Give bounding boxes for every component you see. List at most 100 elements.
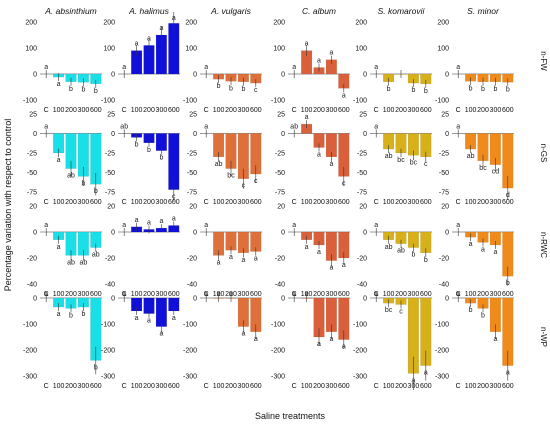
significance-letter-1-2-1: ab	[215, 161, 223, 168]
x-tick-1-3-1: 100	[301, 199, 313, 206]
y-tick-3-0-3: 0	[33, 296, 37, 303]
y-tick-0-3-3: 200	[273, 20, 285, 27]
y-tick-1-3-4: 25	[277, 112, 285, 119]
y-tick-1-0-3: 0	[33, 131, 37, 138]
y-tick-0-4-1: 0	[363, 72, 367, 79]
x-tick-2-1-3: 300	[156, 291, 168, 298]
x-tick-0-4-3: 300	[408, 107, 420, 114]
y-tick-0-1-3: 200	[103, 20, 115, 27]
y-tick-3-2-1: -200	[183, 348, 197, 355]
y-axis-label: Percentage variation with respect to con…	[3, 119, 13, 292]
significance-letter-2-5-4: b	[506, 280, 510, 287]
significance-letter-1-0-2: ab	[67, 173, 75, 180]
significance-letter-2-0-1: a	[57, 244, 61, 251]
y-tick-2-5-1: -20	[439, 256, 449, 263]
significance-letter-3-2-3: a	[241, 331, 245, 338]
y-tick-0-1-0: -100	[101, 98, 115, 105]
x-tick-1-5-0: C	[456, 199, 461, 206]
y-tick-2-3-2: 0	[281, 230, 285, 237]
x-tick-1-2-2: 200	[225, 199, 237, 206]
y-tick-0-4-0: -100	[353, 98, 367, 105]
y-tick-3-1-1: -200	[101, 348, 115, 355]
y-tick-1-3-1: -50	[275, 170, 285, 177]
y-tick-1-0-1: -50	[27, 170, 37, 177]
x-tick-0-1-1: 100	[131, 107, 143, 114]
significance-letter-2-4-3: b	[411, 252, 415, 259]
x-tick-1-1-2: 200	[143, 199, 155, 206]
x-tick-2-4-1: 100	[383, 291, 395, 298]
significance-letter-3-0-4: b	[94, 364, 98, 371]
significance-letter-2-3-0: a	[292, 222, 296, 229]
significance-letter-3-2-0: a	[204, 291, 208, 298]
x-tick-3-2-1: 100	[213, 383, 225, 390]
y-tick-0-2-3: 200	[185, 20, 197, 27]
significance-letter-2-1-3: a	[159, 218, 163, 225]
significance-letter-3-1-4: a	[172, 315, 176, 322]
significance-letter-1-1-1: b	[135, 141, 139, 148]
significance-letter-1-0-4: b	[94, 188, 98, 195]
x-tick-2-2-4: 600	[250, 291, 262, 298]
x-tick-3-4-3: 300	[408, 383, 420, 390]
row-label-1: n-GS	[539, 144, 548, 163]
significance-letter-2-2-2: a	[229, 254, 233, 261]
significance-letter-3-4-4: a	[424, 370, 428, 377]
significance-letter-2-4-4: b	[424, 257, 428, 264]
x-tick-1-0-4: 600	[90, 199, 102, 206]
significance-letter-3-1-3: a	[159, 331, 163, 338]
x-tick-2-1-4: 600	[168, 291, 180, 298]
x-tick-3-0-2: 200	[65, 383, 77, 390]
x-tick-1-0-1: 100	[53, 199, 65, 206]
y-tick-3-5-0: -300	[435, 374, 449, 381]
y-tick-2-0-0: -40	[27, 282, 37, 289]
significance-letter-3-2-1: a	[217, 291, 221, 298]
significance-letter-0-5-0: a	[456, 64, 460, 71]
x-tick-1-2-0: C	[204, 199, 209, 206]
x-tick-2-0-2: 200	[65, 291, 77, 298]
significance-letter-3-1-1: a	[135, 315, 139, 322]
x-tick-2-4-2: 200	[395, 291, 407, 298]
significance-letter-0-1-1: a	[135, 41, 139, 48]
significance-letter-0-0-2: b	[69, 86, 73, 93]
y-tick-2-0-1: -20	[27, 256, 37, 263]
y-tick-1-4-4: 25	[359, 112, 367, 119]
y-tick-0-0-0: -100	[23, 98, 37, 105]
y-tick-2-4-3: 20	[359, 204, 367, 211]
y-tick-3-4-2: -100	[353, 322, 367, 329]
significance-letter-0-2-4: c	[254, 87, 258, 94]
y-tick-0-0-2: 100	[25, 46, 37, 53]
significance-letter-1-4-4: c	[424, 161, 428, 168]
significance-letter-0-5-2: b	[481, 86, 485, 93]
significance-letter-0-2-1: b	[217, 83, 221, 90]
x-tick-0-4-1: 100	[383, 107, 395, 114]
y-tick-2-4-0: -40	[357, 282, 367, 289]
y-tick-1-4-3: 0	[363, 131, 367, 138]
y-tick-3-0-0: -300	[23, 374, 37, 381]
x-tick-3-5-0: C	[456, 383, 461, 390]
x-tick-1-5-2: 200	[477, 199, 489, 206]
x-tick-2-0-1: 100	[53, 291, 65, 298]
significance-letter-2-0-4: ab	[92, 252, 100, 259]
y-tick-0-2-0: -100	[183, 98, 197, 105]
significance-letter-0-4-1: b	[387, 86, 391, 93]
significance-letter-0-4-4: b	[424, 88, 428, 95]
x-tick-3-5-2: 200	[477, 383, 489, 390]
x-tick-0-1-2: 200	[143, 107, 155, 114]
species-title-4: S. komarovii	[378, 6, 426, 16]
significance-letter-0-0-4: b	[94, 88, 98, 95]
significance-letter-0-4-0: a	[374, 64, 378, 71]
significance-letter-3-1-2: a	[147, 318, 151, 325]
y-tick-1-5-3: 0	[445, 131, 449, 138]
significance-letter-1-2-0: a	[204, 124, 208, 131]
y-tick-0-5-2: 100	[437, 46, 449, 53]
x-tick-1-4-2: 200	[395, 199, 407, 206]
x-tick-3-5-4: 600	[502, 383, 514, 390]
significance-letter-3-4-2: c	[399, 309, 403, 316]
y-tick-2-5-3: 20	[441, 204, 449, 211]
y-tick-2-3-0: -40	[275, 282, 285, 289]
y-tick-1-2-3: 0	[193, 131, 197, 138]
significance-letter-1-2-3: c	[242, 183, 246, 190]
x-tick-3-3-3: 300	[326, 383, 338, 390]
x-tick-3-1-4: 600	[168, 383, 180, 390]
significance-letter-1-1-2: b	[147, 147, 151, 154]
